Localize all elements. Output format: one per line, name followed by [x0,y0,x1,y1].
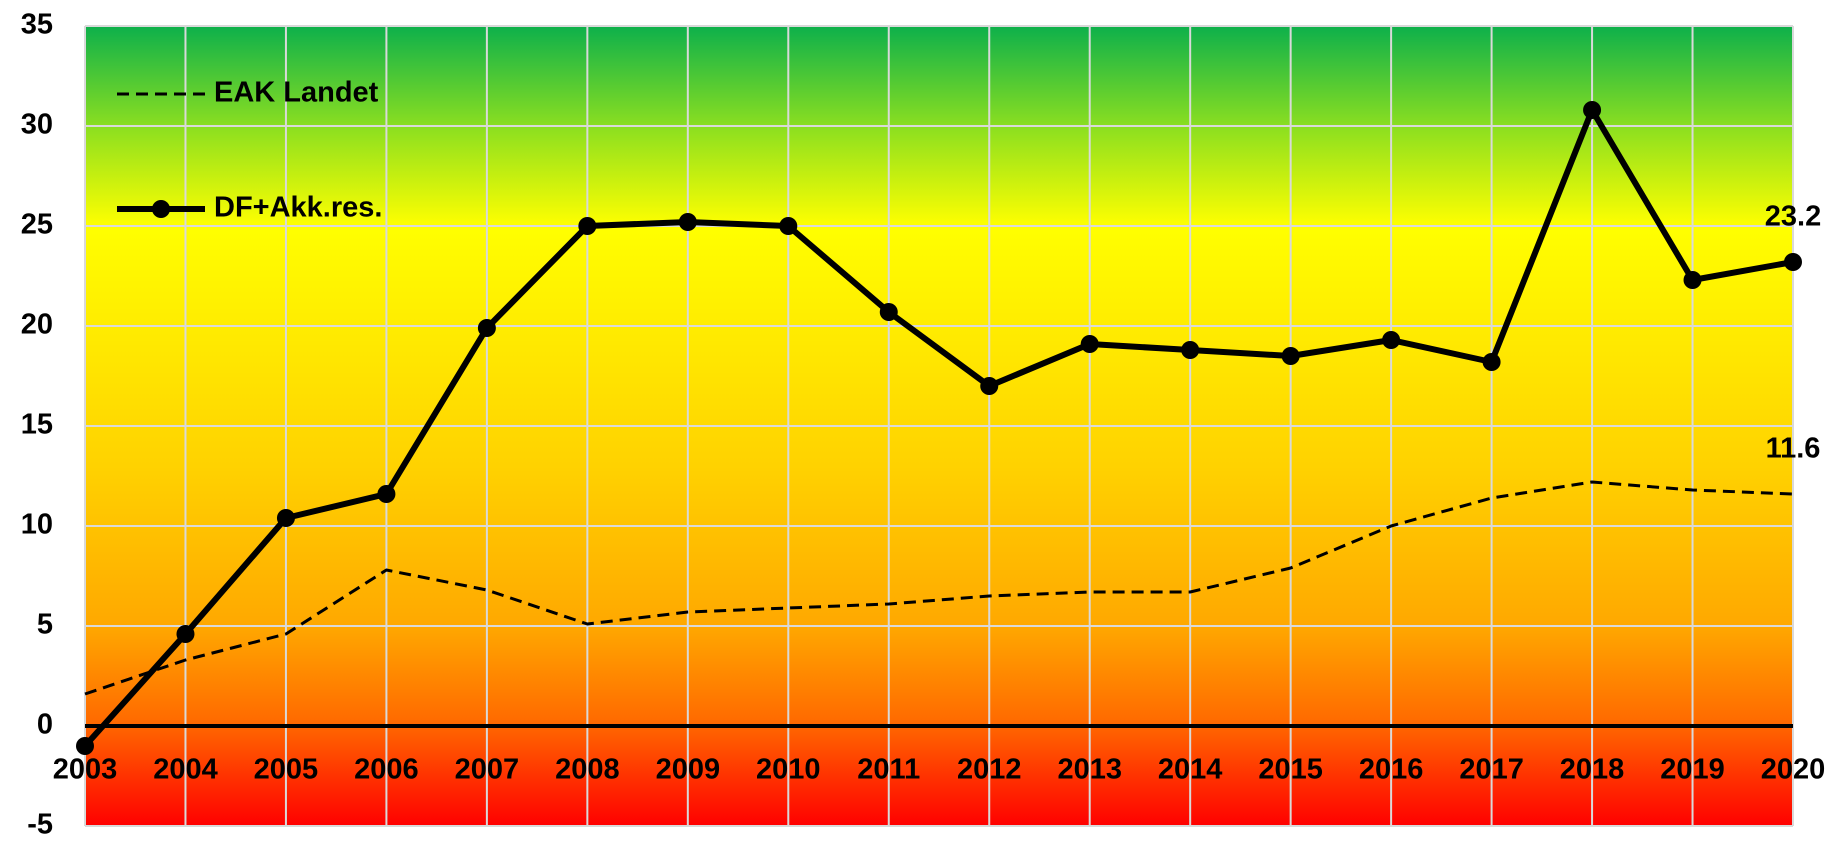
x-tick-label: 2012 [957,754,1022,786]
y-tick-label: 30 [21,109,53,141]
x-tick-label: 2015 [1258,754,1323,786]
x-tick-label: 2009 [656,754,721,786]
point [1683,271,1702,289]
legend-marker [152,200,170,218]
x-tick-label: 2003 [53,754,118,786]
series-line [84,480,1794,696]
x-tick-label: 2008 [555,754,620,786]
series-line [82,107,1794,749]
x-tick-label: 2016 [1359,754,1424,786]
data-label: 11.6 [1766,433,1821,465]
point [477,319,496,337]
x-tick-label: 2005 [254,754,319,786]
x-tick-label: 2020 [1761,754,1826,786]
x-tick-label: 2017 [1459,754,1524,786]
point [678,213,697,231]
legend-label: DF+Akk.res. [214,192,382,224]
y-tick-label: 15 [21,409,53,441]
x-tick-label: 2004 [153,754,218,786]
x-tick-label: 2011 [857,754,920,786]
point [1281,347,1300,365]
point [879,303,898,321]
y-tick-label: 10 [21,509,53,541]
point [176,625,195,643]
point [377,485,396,503]
x-tick-label: 2018 [1560,754,1625,786]
point [779,217,798,235]
legend-label: EAK Landet [214,77,379,109]
point [1382,331,1401,349]
point [578,217,597,235]
point [276,509,295,527]
x-tick-label: 2013 [1057,754,1122,786]
y-tick-label: 20 [21,309,53,341]
y-tick-label: 0 [37,709,53,741]
x-tick-label: 2014 [1158,754,1223,786]
x-tick-label: 2010 [756,754,821,786]
point [1583,101,1602,119]
data-label: 23.2 [1765,201,1821,233]
point [76,737,94,755]
y-tick-label: 35 [21,9,53,41]
x-tick-label: 2006 [354,754,419,786]
y-tick-label: 25 [21,209,53,241]
point [1181,341,1200,359]
point [1482,353,1501,371]
point [1080,335,1099,353]
point [1784,253,1802,271]
y-tick-label: 5 [37,609,53,641]
point [980,377,999,395]
x-tick-label: 2007 [455,754,520,786]
x-tick-label: 2019 [1660,754,1725,786]
y-tick-label: -5 [27,809,53,841]
